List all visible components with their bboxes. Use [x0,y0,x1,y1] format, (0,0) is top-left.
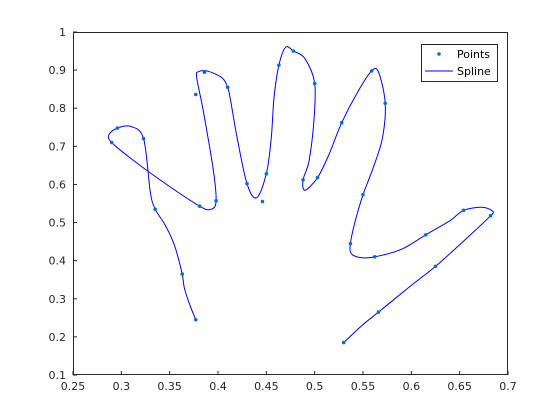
data-point [214,199,218,203]
legend-spline-label: Spline [457,65,491,78]
legend-points-marker [437,52,441,56]
y-tick-label: 0.6 [49,178,67,191]
y-tick-label: 0.3 [49,293,67,306]
x-tick-label: 0.35 [157,380,182,393]
x-tick-label: 0.6 [403,380,421,393]
x-tick-label: 0.4 [209,380,227,393]
x-tick-label: 0.7 [499,380,517,393]
data-point [245,181,249,186]
data-point [193,317,198,322]
data-point [115,126,120,130]
data-point [372,255,377,259]
y-axis: 0.1 0.2 0.3 0.4 0.5 0.6 0.7 0.8 0.9 1 [49,26,77,382]
x-tick-label: 0.5 [306,380,324,393]
data-point [433,264,438,269]
data-point [197,204,202,208]
data-point [264,171,269,176]
axes-background [73,32,508,375]
data-point [488,213,493,218]
data-point [260,199,265,204]
legend-points-label: Points [457,48,490,61]
data-point [361,192,365,197]
data-point [141,136,146,141]
data-point [312,81,317,86]
x-tick-label: 0.45 [254,380,279,393]
data-point [180,272,185,276]
data-point [301,178,305,182]
legend: Points Spline [421,44,498,82]
data-point [153,207,157,212]
data-point [348,241,353,246]
y-tick-label: 0.4 [49,255,67,268]
y-tick-label: 0.2 [49,331,67,344]
data-point [277,63,281,67]
x-axis: 0.25 0.3 0.35 0.4 0.45 0.5 0.55 0.6 0.65 0.7 [61,371,517,393]
data-point [424,232,428,237]
x-tick-label: 0.3 [113,380,131,393]
x-tick-label: 0.55 [351,380,376,393]
points-layer [109,49,493,345]
y-tick-label: 0.8 [49,102,67,115]
y-tick-label: 0.7 [49,140,67,153]
axes-frame [73,32,508,375]
y-tick-label: 0.1 [49,369,67,382]
data-point [193,92,198,97]
data-point [109,140,114,145]
data-point [341,340,346,345]
data-point [315,175,320,180]
data-point [376,310,381,314]
legend-box [421,44,498,82]
data-point [461,208,466,213]
y-tick-label: 0.9 [49,64,67,77]
data-point [383,101,388,106]
data-point [202,70,207,74]
y-tick-label: 1 [59,26,66,39]
data-point [339,120,344,125]
data-point [369,69,374,73]
data-point [291,49,296,53]
x-tick-label: 0.65 [447,380,472,393]
x-tick-label: 0.25 [61,380,86,393]
data-point [225,85,230,90]
y-tick-label: 0.5 [49,217,67,230]
